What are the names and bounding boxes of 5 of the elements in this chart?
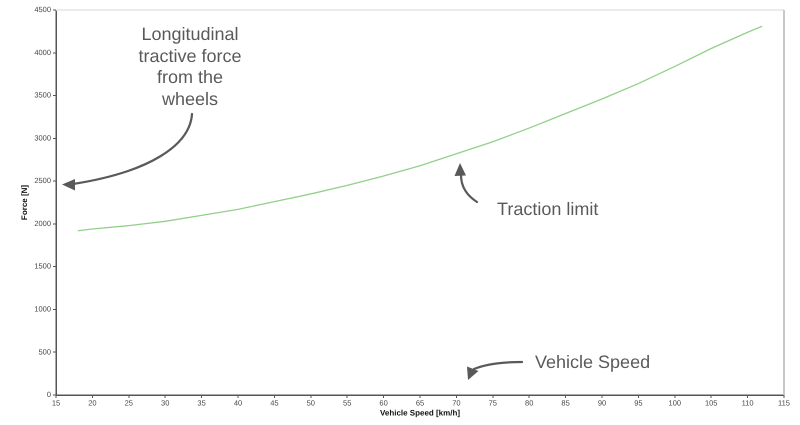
x-axis-title: Vehicle Speed [km/h] [380, 408, 460, 418]
annotation: Vehicle Speed [535, 352, 652, 374]
annotation: Longitudinal tractive force from the wheels [137, 24, 243, 110]
annotation: Traction limit [497, 199, 600, 220]
y-axis-title: Force [N] [20, 184, 30, 220]
